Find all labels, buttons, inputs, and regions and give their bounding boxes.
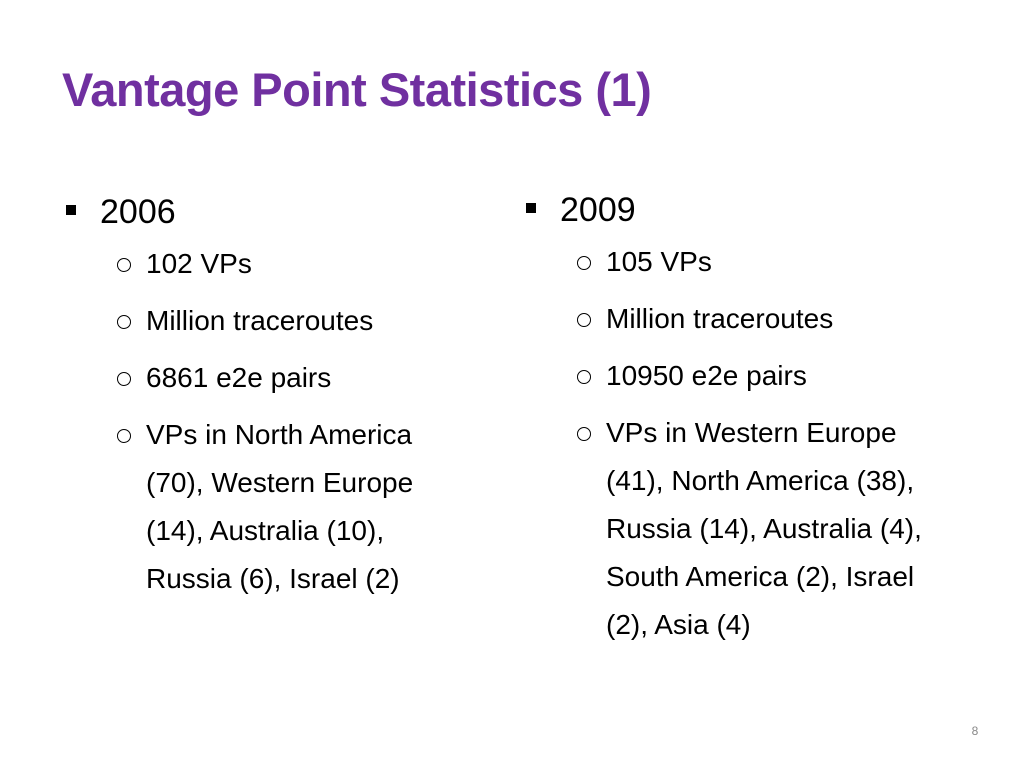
bullet-heading: 2009 [522,186,942,234]
sub-item: 6861 e2e pairs [117,354,466,402]
column: 2006 102 VPs Million traceroutes 6861 e2… [62,188,472,612]
sub-item: VPs in North America (70), Western Europ… [117,411,466,603]
sub-item: VPs in Western Europe (41), North Americ… [577,409,941,649]
sub-item: Million traceroutes [577,295,941,343]
sub-item: 102 VPs [117,240,466,288]
column: 2009 105 VPs Million traceroutes 10950 e… [522,186,942,658]
sub-list: 105 VPs Million traceroutes 10950 e2e pa… [522,238,942,649]
sub-item: 10950 e2e pairs [577,352,941,400]
sub-item: 105 VPs [577,238,941,286]
sub-item: Million traceroutes [117,297,466,345]
bullet-heading: 2006 [62,188,472,236]
slide-title: Vantage Point Statistics (1) [62,63,652,116]
page-number: 8 [971,724,979,738]
sub-list: 102 VPs Million traceroutes 6861 e2e pai… [62,240,472,603]
